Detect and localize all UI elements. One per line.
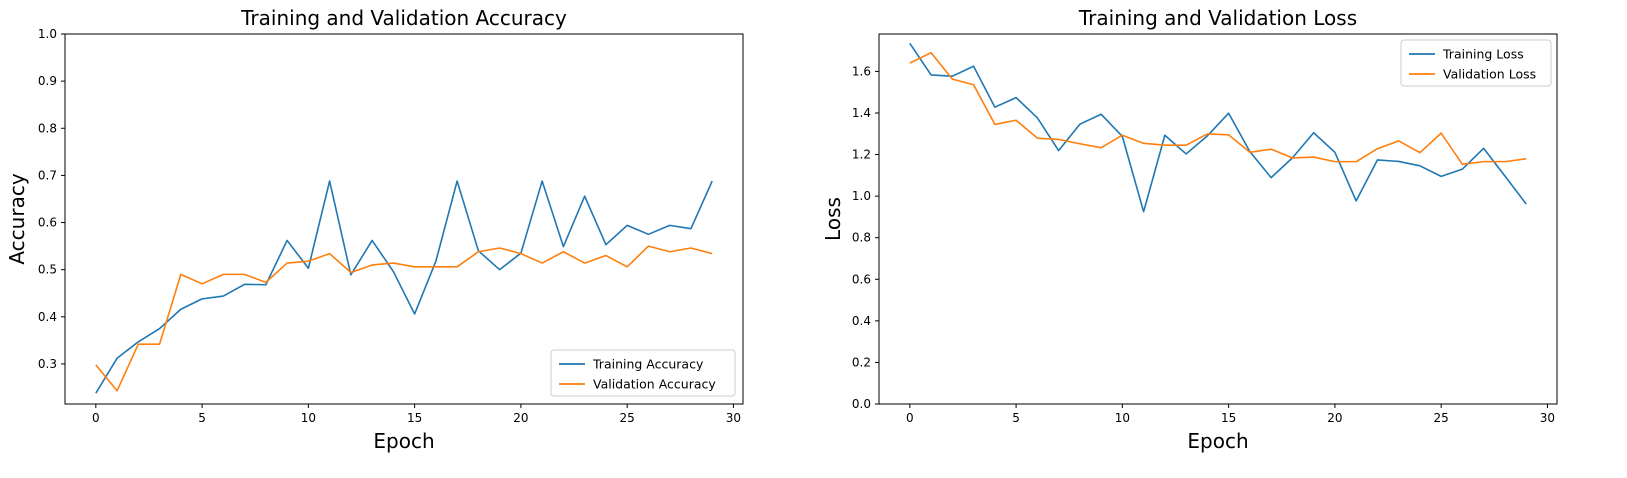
y-tick-label: 0.4 (852, 314, 871, 328)
x-tick-label: 20 (1327, 411, 1342, 425)
y-tick-label: 0.9 (38, 74, 57, 88)
x-tick-label: 5 (198, 411, 206, 425)
y-tick-label: 0.3 (38, 357, 57, 371)
x-tick-label: 10 (301, 411, 316, 425)
legend-label: Training Accuracy (592, 357, 704, 372)
chart-title: Training and Validation Accuracy (240, 6, 567, 30)
y-tick-label: 1.0 (38, 27, 57, 41)
plot-frame (878, 33, 1558, 405)
x-axis-label: Epoch (1187, 429, 1248, 453)
y-axis: 0.0 0.2 0.4 0.6 0.8 1.0 1.2 1.4 1.6 (852, 64, 879, 411)
y-axis-label: Loss (821, 197, 845, 241)
y-tick-label: 0.6 (852, 272, 871, 286)
y-tick-label: 0.7 (38, 168, 57, 182)
y-tick-label: 1.6 (852, 64, 871, 78)
x-tick-label: 10 (1115, 411, 1130, 425)
x-tick-label: 25 (620, 411, 635, 425)
legend-label: Validation Accuracy (593, 377, 716, 392)
y-tick-label: 0.4 (38, 310, 57, 324)
series-line-training-loss (909, 42, 1527, 213)
y-tick-label: 1.4 (852, 106, 871, 120)
series-line-training-accuracy (95, 180, 713, 394)
x-tick-label: 15 (407, 411, 422, 425)
legend-box (1400, 39, 1552, 87)
legend-label: Training Loss (1442, 47, 1524, 62)
y-tick-label: 0.5 (38, 263, 57, 277)
plot-frame (64, 33, 744, 405)
x-tick-label: 20 (513, 411, 528, 425)
x-tick-label: 15 (1221, 411, 1236, 425)
legend: Training Loss Validation Loss (1400, 39, 1552, 87)
y-tick-label: 1.0 (852, 189, 871, 203)
y-tick-label: 0.8 (38, 121, 57, 135)
y-tick-label: 0.2 (852, 355, 871, 369)
y-tick-label: 0.6 (38, 216, 57, 230)
x-tick-label: 30 (726, 411, 741, 425)
x-tick-label: 5 (1012, 411, 1020, 425)
x-tick-label: 30 (1540, 411, 1555, 425)
series-line-validation-loss (909, 51, 1527, 166)
series-lines (909, 42, 1527, 213)
y-tick-label: 0.0 (852, 397, 871, 411)
legend: Training Accuracy Validation Accuracy (550, 349, 736, 397)
loss-chart: Training and Validation Loss 0 5 10 15 20 25 3… (821, 6, 1558, 453)
y-tick-label: 0.8 (852, 231, 871, 245)
y-axis: 0.3 0.4 0.5 0.6 0.7 0.8 0.9 1.0 (38, 27, 65, 371)
x-axis: 0 5 10 15 20 25 30 (906, 404, 1555, 425)
accuracy-chart: Training and Validation Accuracy 0 5 10 15 2… (5, 6, 744, 453)
legend-box (550, 349, 736, 397)
x-axis-label: Epoch (373, 429, 434, 453)
chart-title: Training and Validation Loss (1078, 6, 1357, 30)
series-line-validation-accuracy (95, 245, 713, 392)
x-axis: 0 5 10 15 20 25 30 (92, 404, 741, 425)
y-axis-label: Accuracy (5, 173, 29, 264)
x-tick-label: 0 (906, 411, 914, 425)
x-tick-label: 25 (1434, 411, 1449, 425)
legend-label: Validation Loss (1443, 67, 1536, 82)
y-tick-label: 1.2 (852, 148, 871, 162)
x-tick-label: 0 (92, 411, 100, 425)
series-lines (95, 180, 713, 394)
